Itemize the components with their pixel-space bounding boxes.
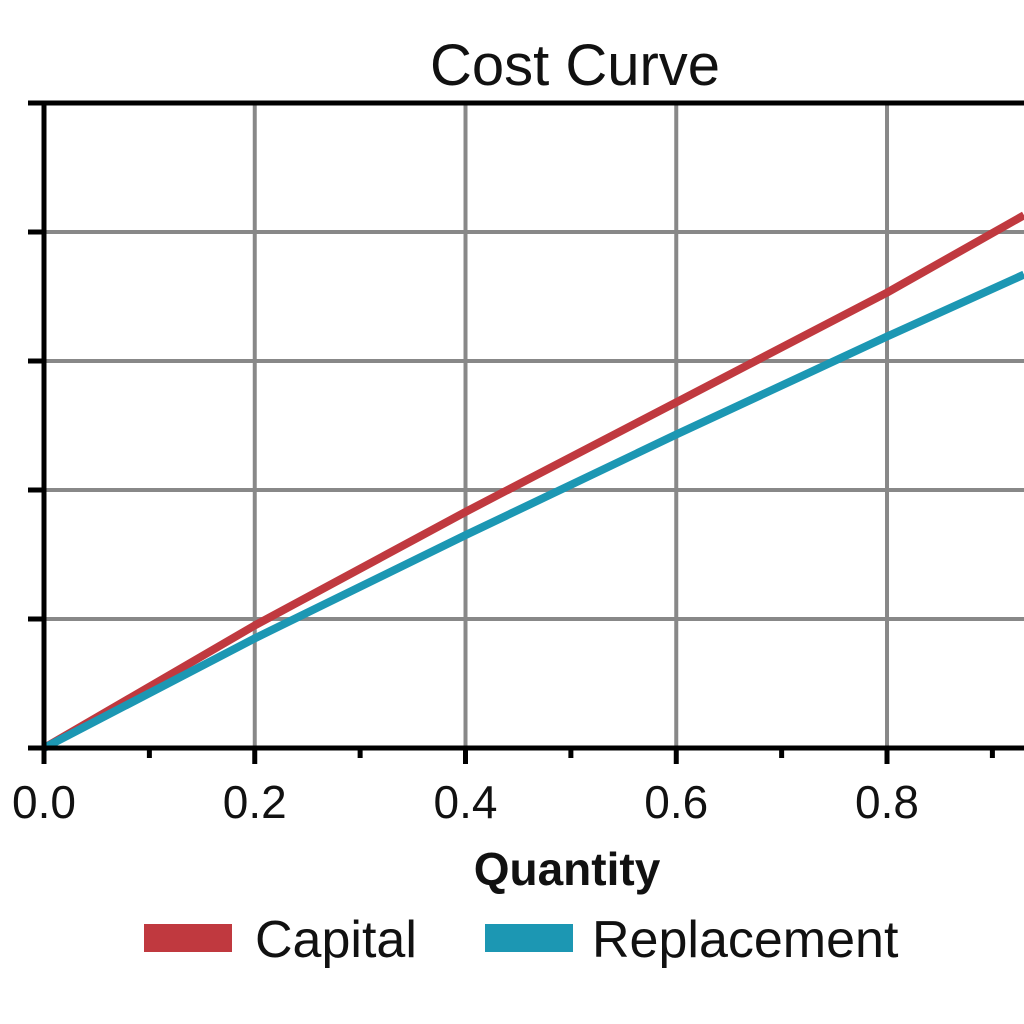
legend-label: Replacement (592, 911, 899, 969)
legend-swatch (144, 924, 232, 952)
series-line (41, 211, 1024, 752)
x-axis-label: Quantity (474, 843, 661, 895)
x-tick-label: 0.4 (434, 776, 498, 828)
chart-title: Cost Curve (430, 33, 720, 98)
x-tick-label: 0.2 (223, 776, 287, 828)
grid (44, 101, 1024, 748)
axes: 0.0 0.2 0.4 0.6 0.8 (12, 100, 1024, 828)
series-line (42, 270, 1024, 752)
x-tick-label: 0.8 (855, 776, 919, 828)
series-lines (41, 211, 1024, 752)
legend: Capital Replacement (144, 911, 899, 969)
x-tick-label: 0.6 (644, 776, 708, 828)
x-tick-label: 0.0 (12, 776, 76, 828)
legend-label: Capital (255, 911, 417, 969)
legend-swatch (485, 924, 573, 952)
